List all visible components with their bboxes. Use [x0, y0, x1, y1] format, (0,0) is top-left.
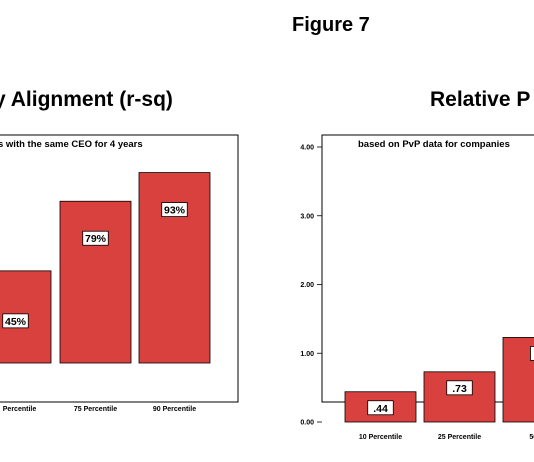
left-bar-2 — [138, 172, 211, 364]
left-chart-title: y Alignment (r-sq) — [0, 88, 173, 111]
right-plot-frame — [321, 134, 534, 403]
left-data-label-0-box — [2, 313, 29, 329]
right-data-label-0: .44 — [373, 403, 388, 415]
right-ytick-label-4: 4.00 — [300, 145, 314, 152]
figure-title: Figure 7 — [292, 14, 370, 36]
right-data-label-1-box — [446, 380, 473, 396]
right-chart-title: Relative P — [430, 88, 531, 111]
right-data-label-1: .73 — [452, 383, 467, 395]
left-data-label-2-box — [161, 202, 188, 217]
left-category-label-1: 75 Percentile — [74, 406, 117, 413]
left-data-label-0: 45% — [5, 316, 27, 328]
right-chart-subtitle: based on PvP data for companies — [358, 139, 510, 150]
right-ytick-label-2: 2.00 — [300, 282, 314, 289]
left-plot-frame — [0, 134, 239, 403]
left-chart-subtitle: s with the same CEO for 4 years — [0, 139, 143, 150]
left-data-label-1: 79% — [85, 233, 107, 245]
right-data-label-2-box — [530, 346, 534, 361]
right-bar-2 — [502, 337, 534, 423]
right-ytick-label-1: 1.00 — [300, 351, 314, 358]
right-bar-1 — [423, 371, 496, 423]
left-bar-1 — [59, 200, 132, 364]
right-data-label-0-box — [367, 400, 394, 416]
right-ytick-label-3: 3.00 — [300, 213, 314, 220]
right-category-label-0: 10 Percentile — [359, 434, 402, 441]
left-category-label-2: 90 Percentile — [153, 406, 196, 413]
left-data-label-2: 93% — [164, 205, 186, 217]
right-category-label-1: 25 Percentile — [438, 434, 481, 441]
right-ytick-label-0: 0.00 — [300, 420, 314, 427]
right-category-label-2: 50 Pe — [529, 434, 534, 441]
left-data-label-1-box — [82, 230, 109, 246]
left-category-label-0: Percentile — [3, 406, 37, 413]
